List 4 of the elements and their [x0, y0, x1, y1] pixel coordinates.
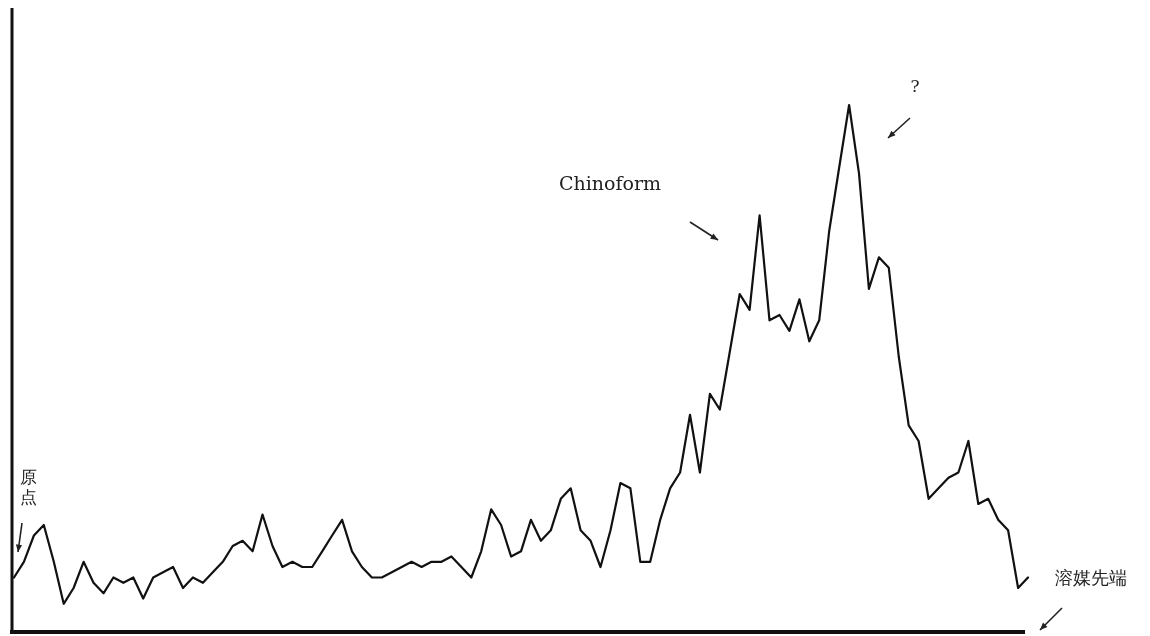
annotation: ?	[910, 76, 920, 96]
annotation: 原点	[19, 467, 37, 507]
annotation: Chinoform	[558, 172, 662, 194]
annotation: 溶媒先端	[1055, 567, 1127, 588]
